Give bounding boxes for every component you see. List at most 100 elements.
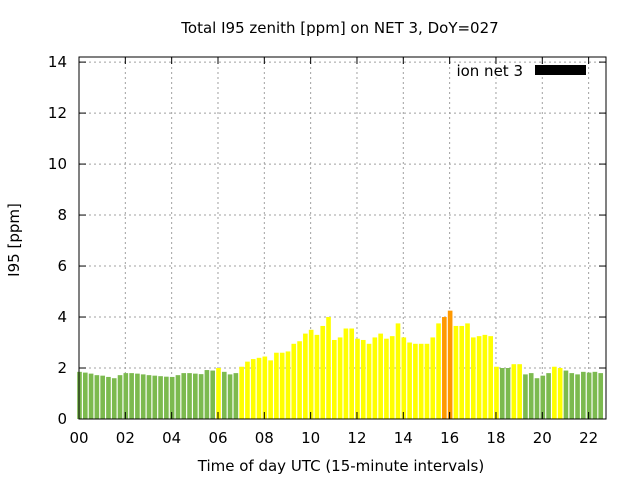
bar: [152, 375, 158, 419]
y-tick-label: 8: [57, 206, 67, 224]
bar: [175, 375, 181, 419]
bar: [88, 373, 94, 419]
bar: [540, 375, 546, 419]
y-tick-label: 12: [48, 104, 67, 122]
bars: [77, 310, 604, 419]
bar: [407, 342, 412, 419]
y-tick-label: 10: [48, 155, 67, 173]
bar: [459, 325, 465, 419]
x-tick-label: 12: [347, 429, 366, 447]
bar: [123, 373, 129, 419]
bar: [430, 337, 436, 419]
y-axis-label: I95 [ppm]: [5, 203, 23, 277]
y-tick-label: 4: [57, 308, 67, 326]
bar: [106, 376, 111, 419]
bar: [274, 352, 279, 419]
bar: [349, 328, 355, 419]
x-tick-label: 04: [162, 429, 181, 447]
bar: [227, 374, 233, 419]
bar: [331, 339, 337, 419]
bar: [494, 366, 499, 419]
bar: [233, 373, 239, 419]
bar: [453, 325, 459, 419]
bar: [268, 360, 273, 419]
bar: [505, 368, 511, 419]
bar: [94, 375, 100, 419]
bar: [384, 338, 389, 419]
bar: [256, 357, 262, 419]
chart-title: Total I95 zenith [ppm] on NET 3, DoY=027: [180, 19, 498, 37]
bar: [557, 368, 563, 419]
bar: [523, 374, 528, 419]
x-tick-label: 22: [579, 429, 598, 447]
bar: [245, 361, 250, 419]
legend: ion net 3: [456, 62, 586, 80]
bar: [337, 337, 343, 419]
bar: [198, 374, 204, 419]
x-tick-label: 18: [486, 429, 505, 447]
bar: [343, 328, 349, 419]
bar: [111, 378, 117, 419]
bar: [221, 371, 227, 419]
bar: [465, 323, 470, 419]
bar: [372, 337, 378, 419]
bar: [534, 378, 540, 419]
bar: [285, 351, 291, 419]
bar: [581, 371, 586, 419]
bar: [476, 336, 482, 419]
bar: [470, 337, 476, 419]
bar: [250, 359, 256, 419]
bar: [326, 317, 331, 419]
bar: [129, 373, 134, 419]
bar: [378, 333, 383, 419]
y-tick-label: 6: [57, 257, 67, 275]
bar: [117, 375, 123, 419]
bar: [279, 352, 285, 419]
bar: [193, 373, 198, 419]
bar: [442, 317, 447, 419]
bar: [262, 356, 268, 419]
bar: [366, 343, 372, 419]
bar: [82, 372, 88, 419]
bar: [308, 329, 314, 419]
bar: [389, 336, 395, 419]
bar: [488, 336, 493, 419]
bar: [563, 370, 569, 419]
bar: [187, 373, 192, 419]
bar: [135, 373, 140, 419]
x-tick-label: 16: [440, 429, 459, 447]
bar: [575, 374, 580, 419]
bar: [482, 334, 488, 419]
x-tick-label: 06: [208, 429, 227, 447]
bar: [552, 366, 557, 419]
bar: [146, 375, 152, 419]
bar: [436, 323, 441, 419]
bar: [314, 334, 320, 419]
bar: [511, 364, 517, 419]
bar: [360, 339, 366, 419]
bar: [169, 376, 175, 419]
bar: [528, 373, 534, 419]
bar: [164, 376, 169, 419]
x-tick-label: 08: [255, 429, 274, 447]
bar: [158, 376, 163, 419]
bar: [592, 371, 598, 419]
bar: [216, 368, 221, 419]
bar: [413, 343, 418, 419]
bar: [586, 372, 592, 419]
bar: [546, 373, 551, 419]
bar: [210, 370, 216, 419]
bar: [291, 343, 297, 419]
x-tick-label: 00: [69, 429, 88, 447]
y-tick-label: 0: [57, 410, 67, 428]
x-tick-label: 14: [394, 429, 413, 447]
bar: [297, 341, 302, 419]
bar: [239, 366, 244, 419]
bar: [517, 364, 522, 419]
bar: [100, 375, 105, 419]
grid: [79, 57, 606, 419]
bar: [355, 338, 360, 419]
bar: [499, 368, 505, 419]
